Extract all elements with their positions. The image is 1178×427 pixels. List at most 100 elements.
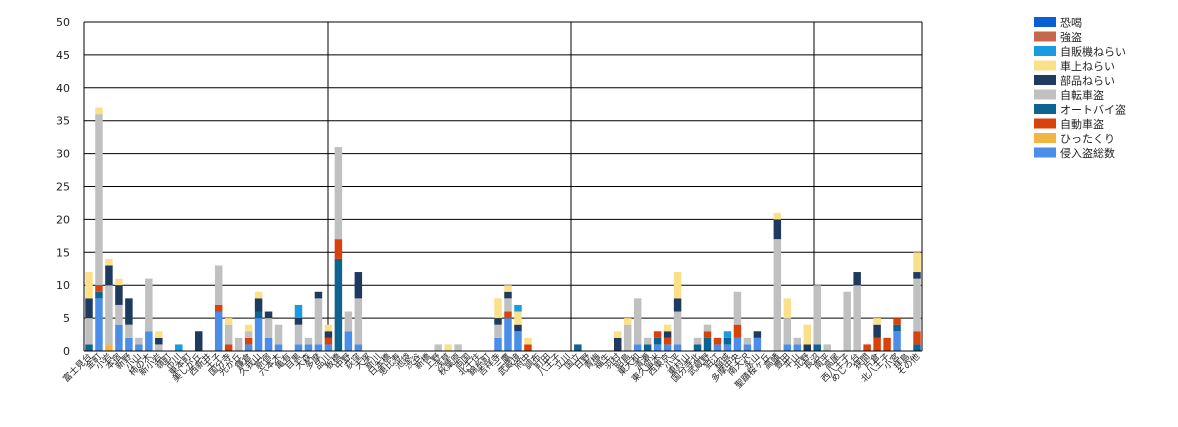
bar-segment: [494, 337, 502, 351]
bar-segment: [95, 291, 103, 299]
bar-segment: [663, 324, 672, 332]
bar-segment: [494, 318, 502, 325]
bar-segment: [354, 298, 363, 345]
bar-segment: [873, 318, 881, 325]
bar-segment: [304, 344, 313, 351]
bar-segment: [254, 318, 263, 351]
bar-segment: [783, 298, 792, 319]
bar-segment: [743, 337, 752, 345]
bar-segment: [294, 304, 303, 319]
bar-segment: [105, 285, 113, 345]
bar-segment: [613, 337, 622, 351]
bar-segment: [743, 344, 752, 351]
bar-segment: [643, 344, 652, 351]
bar-segment: [244, 337, 253, 345]
bar-segment: [354, 272, 363, 299]
y-tick-label: 15: [56, 246, 70, 259]
bar-segment: [274, 324, 283, 345]
bar-segment: [294, 344, 303, 351]
bar-segment: [873, 324, 881, 338]
bar-segment: [304, 337, 313, 345]
bar-segment: [633, 344, 642, 351]
bar-segment: [294, 318, 303, 325]
bar-segment: [653, 337, 662, 345]
bar-segment: [733, 337, 742, 351]
bar-segment: [723, 331, 732, 338]
bar-segment: [524, 344, 532, 351]
bar-segment: [853, 272, 861, 286]
bar-segment: [145, 331, 153, 351]
legend-label: 侵入盗総数: [1060, 146, 1115, 160]
legend-swatch: [1034, 31, 1056, 42]
legend-label: 車上ねらい: [1060, 59, 1115, 73]
bar-segment: [853, 285, 861, 351]
bar-segment: [294, 324, 303, 345]
bar-segment: [344, 331, 353, 351]
bar-segment: [334, 258, 343, 351]
bar-segment: [893, 331, 901, 351]
bar-segment: [913, 278, 921, 332]
bar-segment: [913, 344, 921, 351]
legend-swatch: [1034, 147, 1056, 158]
bar-segment: [434, 344, 442, 351]
bar-segment: [783, 344, 792, 351]
bar-segment: [95, 298, 103, 351]
bar-segment: [883, 337, 891, 351]
bar-segment: [264, 318, 273, 338]
bar-segment: [214, 311, 223, 351]
bar-segment: [135, 337, 143, 345]
bar-segment: [703, 337, 712, 351]
bar-segment: [703, 331, 712, 338]
bar-segment: [773, 239, 782, 351]
bar-segment: [344, 311, 353, 332]
bar-segment: [893, 318, 901, 325]
bar-segment: [105, 265, 113, 286]
y-tick-label: 50: [56, 16, 70, 29]
bar-segment: [653, 344, 662, 351]
legend: 恐喝強盗自販機ねらい車上ねらい部品ねらい自転車盗オートバイ盗自動車盗ひったくり侵…: [1034, 17, 1126, 160]
legend-swatch: [1034, 75, 1056, 85]
bar-segment: [703, 324, 712, 332]
bar-segment: [274, 344, 283, 351]
legend-label: オートバイ盗: [1060, 104, 1126, 117]
bar-segment: [623, 324, 632, 351]
bar-segment: [324, 337, 333, 345]
bar-segment: [633, 298, 642, 345]
bar-segment: [354, 344, 363, 351]
bar-segment: [613, 331, 622, 338]
bar-segment: [514, 311, 522, 325]
legend-swatch: [1034, 89, 1056, 100]
bar-segment: [194, 331, 203, 351]
legend-label: 強盗: [1060, 31, 1082, 44]
bar-segment: [803, 324, 812, 345]
bar-segment: [793, 344, 802, 351]
bar-segment: [663, 344, 672, 351]
x-axis-labels: 富士見台金町小岩本宿新野小山柿の木新小岩嶺町市川東本町美しが丘西新井王子国分寺光…: [60, 351, 922, 391]
bar-segment: [125, 298, 133, 325]
bar-segment: [713, 344, 722, 351]
legend-swatch: [1034, 133, 1056, 143]
bar-segment: [514, 331, 522, 351]
y-tick-label: 40: [56, 82, 70, 95]
bar-segment: [85, 298, 93, 319]
bar-segment: [494, 298, 502, 319]
bar-segment: [723, 344, 732, 351]
y-tick-label: 5: [63, 312, 70, 325]
bar-segment: [673, 311, 682, 345]
bar-segment: [693, 337, 702, 345]
bar-segment: [125, 337, 133, 351]
bar-segment: [643, 337, 652, 345]
bar-segment: [224, 318, 233, 325]
bar-segment: [314, 291, 323, 299]
legend-swatch: [1034, 118, 1056, 129]
bar-segment: [504, 291, 512, 299]
legend-swatch: [1034, 104, 1056, 114]
bar-segment: [514, 324, 522, 332]
bar-segment: [254, 311, 263, 319]
bar-segment: [314, 344, 323, 351]
bar-segment: [105, 258, 113, 266]
bar-segment: [115, 304, 123, 325]
legend-label: 自販機ねらい: [1060, 45, 1126, 59]
bar-segment: [843, 291, 851, 351]
